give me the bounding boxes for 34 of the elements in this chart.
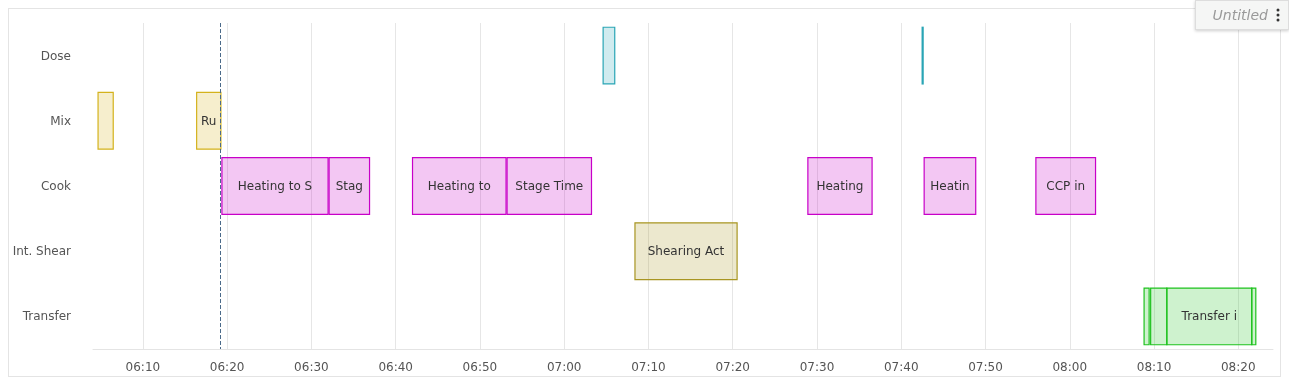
y-tick-label: Transfer xyxy=(21,309,72,324)
y-tick-label: Mix xyxy=(50,113,71,128)
data-label: Transfer i xyxy=(1180,309,1237,324)
data-label: Heating xyxy=(816,179,864,193)
bar xyxy=(923,157,977,215)
y-tick-label: Dose xyxy=(40,48,71,63)
x-tick-label: 08:00 xyxy=(1052,360,1088,374)
data-label: Stag xyxy=(335,179,363,193)
data-label: Stage Time xyxy=(515,179,584,193)
data-label: Heating to xyxy=(427,179,491,193)
x-tick-label: 08:10 xyxy=(1136,360,1172,374)
data-label: Shearing Act xyxy=(647,244,725,259)
x-tick-label: 07:20 xyxy=(715,360,750,374)
x-tick-label: 06:40 xyxy=(378,360,413,374)
bar xyxy=(1035,157,1097,215)
data-label: Heating to S xyxy=(237,179,313,193)
x-tick-label: 07:00 xyxy=(546,360,582,374)
x-tick-label: 07:30 xyxy=(799,360,835,374)
y-tick-label: Int. Shear xyxy=(12,244,72,259)
x-tick-label: 06:30 xyxy=(294,360,329,374)
bar xyxy=(634,222,738,281)
data-label: CCP in xyxy=(1046,179,1086,193)
x-tick-label: 07:50 xyxy=(968,360,1003,374)
chart-title: Untitled xyxy=(1212,7,1268,23)
bar xyxy=(807,157,873,215)
x-tick-label: 07:10 xyxy=(631,360,666,374)
x-tick-label: 06:50 xyxy=(462,360,498,374)
data-label: Ru xyxy=(201,113,217,128)
x-tick-label: 06:10 xyxy=(125,360,161,374)
y-tick-label: Cook xyxy=(40,179,72,193)
x-tick-label: 07:40 xyxy=(883,360,919,374)
x-tick-label: 08:20 xyxy=(1220,360,1256,374)
data-label: Heatin xyxy=(930,179,970,193)
x-tick-label: 06:20 xyxy=(209,360,245,374)
